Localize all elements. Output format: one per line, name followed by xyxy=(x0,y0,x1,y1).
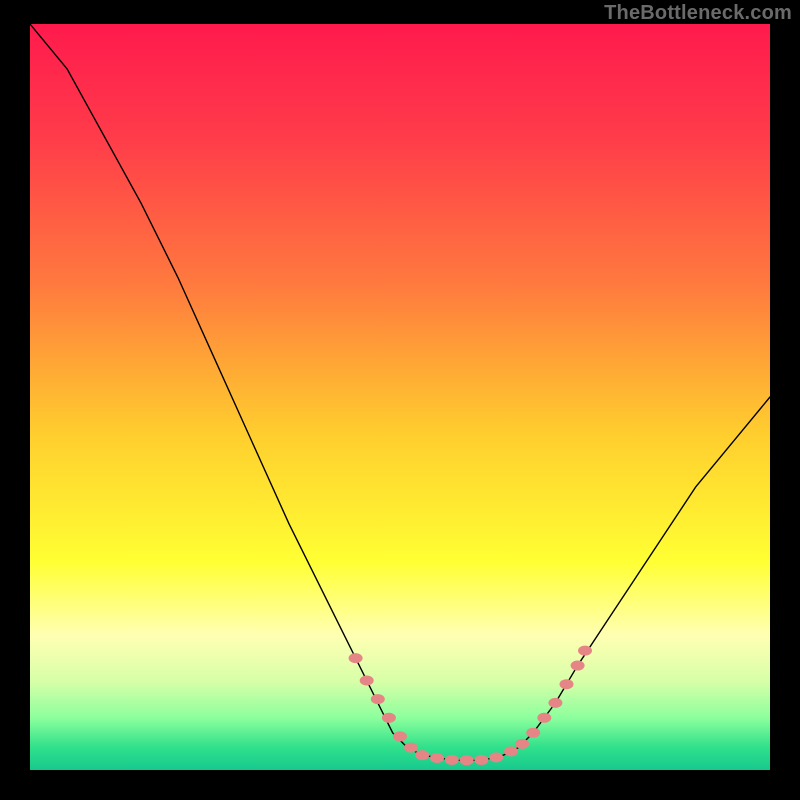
marker-dot xyxy=(526,728,540,738)
marker-dot xyxy=(489,752,503,762)
marker-dot xyxy=(571,661,585,671)
marker-dot xyxy=(360,675,374,685)
marker-dot xyxy=(393,731,407,741)
marker-dot xyxy=(460,755,474,765)
marker-dot xyxy=(349,653,363,663)
marker-dot xyxy=(548,698,562,708)
marker-dot xyxy=(515,739,529,749)
marker-dot xyxy=(430,753,444,763)
marker-dot xyxy=(415,750,429,760)
watermark-text: TheBottleneck.com xyxy=(604,2,792,25)
marker-dot xyxy=(578,646,592,656)
marker-dot xyxy=(404,743,418,753)
marker-dot xyxy=(474,755,488,765)
marker-dot xyxy=(537,713,551,723)
marker-dot xyxy=(445,755,459,765)
plot-area xyxy=(30,24,770,770)
plot-background xyxy=(30,24,770,770)
chart-frame: TheBottleneck.com xyxy=(0,0,800,800)
marker-dot xyxy=(504,746,518,756)
marker-dot xyxy=(382,713,396,723)
marker-dot xyxy=(371,694,385,704)
marker-dot xyxy=(560,679,574,689)
